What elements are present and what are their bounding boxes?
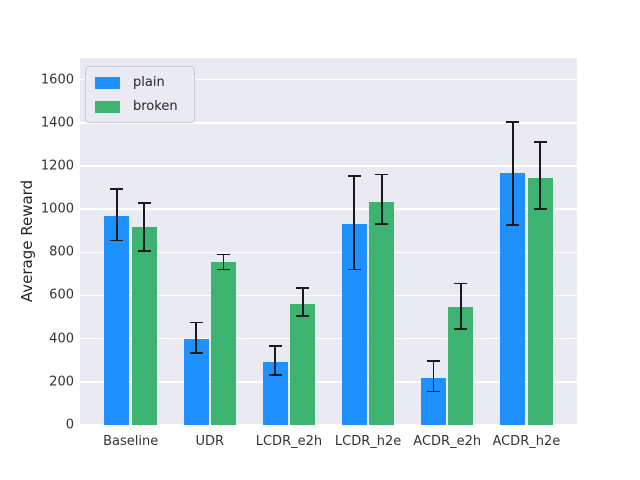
bar-broken-UDR bbox=[210, 262, 236, 425]
errorbar-cap-high-broken-Baseline bbox=[137, 201, 151, 204]
errorbar-cap-low-plain-Baseline bbox=[110, 239, 124, 242]
legend: plain broken bbox=[85, 66, 195, 123]
gridline-y0 bbox=[80, 424, 577, 426]
errorbar-plain-Baseline bbox=[116, 188, 118, 241]
y-tick-label-800: 800 bbox=[49, 244, 74, 260]
gridline-y1000 bbox=[80, 208, 577, 210]
errorbar-cap-low-broken-UDR bbox=[216, 268, 230, 271]
errorbar-cap-high-plain-LCDR_h2e bbox=[347, 174, 361, 177]
x-tick-label-ACDR_h2e: ACDR_h2e bbox=[492, 434, 561, 449]
x-tick-label-LCDR_h2e: LCDR_h2e bbox=[334, 434, 402, 449]
bar-broken-LCDR_h2e bbox=[369, 201, 395, 425]
x-tick-label-LCDR_e2h: LCDR_e2h bbox=[255, 434, 323, 449]
gridline-y400 bbox=[80, 337, 577, 340]
legend-item-broken: broken bbox=[95, 99, 178, 114]
errorbar-cap-low-broken-ACDR_e2h bbox=[454, 328, 468, 330]
errorbar-cap-low-plain-UDR bbox=[189, 351, 203, 354]
bar-plain-Baseline bbox=[104, 215, 130, 425]
errorbar-plain-UDR bbox=[195, 322, 197, 353]
legend-label-broken: broken bbox=[133, 99, 178, 114]
legend-swatch-broken-icon bbox=[95, 100, 120, 113]
gridline-y600 bbox=[80, 294, 577, 297]
y-tick-label-1600: 1600 bbox=[40, 72, 74, 88]
errorbar-cap-high-plain-ACDR_h2e bbox=[506, 120, 520, 123]
plot-area: plain broken bbox=[80, 58, 577, 426]
errorbar-plain-LCDR_e2h bbox=[274, 346, 277, 376]
errorbar-cap-low-broken-LCDR_e2h bbox=[296, 315, 310, 317]
errorbar-broken-LCDR_h2e bbox=[380, 174, 383, 225]
errorbar-cap-high-plain-Baseline bbox=[110, 187, 124, 190]
x-tick-label-UDR: UDR bbox=[195, 434, 225, 449]
gridline-y200 bbox=[80, 381, 577, 383]
gridline-y1400 bbox=[80, 122, 577, 124]
errorbar-cap-high-plain-LCDR_e2h bbox=[268, 345, 282, 348]
errorbar-cap-low-plain-ACDR_h2e bbox=[506, 224, 520, 227]
bar-broken-LCDR_e2h bbox=[290, 304, 316, 425]
errorbar-cap-low-broken-LCDR_h2e bbox=[375, 223, 389, 226]
errorbar-cap-high-broken-ACDR_e2h bbox=[454, 282, 468, 285]
errorbar-cap-high-broken-UDR bbox=[216, 253, 230, 256]
legend-label-plain: plain bbox=[133, 75, 165, 90]
errorbar-cap-high-broken-LCDR_h2e bbox=[375, 173, 389, 176]
gridline-y1200 bbox=[80, 165, 577, 167]
x-tick-label-Baseline: Baseline bbox=[103, 434, 159, 449]
legend-item-plain: plain bbox=[95, 75, 178, 90]
gridline-y800 bbox=[80, 251, 577, 254]
x-tick-label-ACDR_e2h: ACDR_e2h bbox=[413, 434, 482, 449]
errorbar-cap-high-broken-LCDR_e2h bbox=[296, 287, 310, 289]
errorbar-broken-UDR bbox=[222, 254, 225, 270]
y-tick-label-600: 600 bbox=[49, 287, 74, 303]
y-tick-label-400: 400 bbox=[49, 331, 74, 347]
errorbar-cap-high-plain-UDR bbox=[189, 321, 203, 324]
bar-broken-Baseline bbox=[131, 227, 157, 425]
y-tick-label-0: 0 bbox=[65, 417, 74, 433]
y-axis-label: Average Reward bbox=[18, 179, 36, 303]
errorbar-plain-ACDR_e2h bbox=[432, 361, 435, 392]
errorbar-plain-ACDR_h2e bbox=[511, 121, 514, 226]
y-tick-label-1200: 1200 bbox=[40, 158, 74, 174]
errorbar-cap-high-plain-ACDR_e2h bbox=[427, 360, 441, 363]
y-tick-label-1400: 1400 bbox=[40, 115, 74, 131]
errorbar-cap-low-broken-ACDR_h2e bbox=[533, 208, 547, 210]
bar-broken-ACDR_h2e bbox=[527, 177, 553, 425]
errorbar-plain-LCDR_h2e bbox=[353, 175, 356, 270]
y-tick-label-200: 200 bbox=[49, 374, 74, 390]
gridline-y1600 bbox=[80, 78, 577, 81]
errorbar-cap-low-plain-ACDR_e2h bbox=[427, 390, 441, 393]
y-tick-label-1000: 1000 bbox=[40, 201, 74, 217]
errorbar-broken-LCDR_e2h bbox=[301, 287, 304, 316]
errorbar-cap-low-plain-LCDR_e2h bbox=[268, 374, 282, 377]
errorbar-cap-high-broken-ACDR_h2e bbox=[533, 141, 547, 144]
legend-swatch-plain-icon bbox=[95, 76, 120, 89]
errorbar-cap-low-plain-LCDR_h2e bbox=[347, 268, 361, 271]
errorbar-broken-Baseline bbox=[143, 202, 146, 252]
errorbar-broken-ACDR_e2h bbox=[460, 283, 462, 329]
errorbar-cap-low-broken-Baseline bbox=[137, 250, 151, 253]
errorbar-broken-ACDR_h2e bbox=[539, 142, 541, 210]
